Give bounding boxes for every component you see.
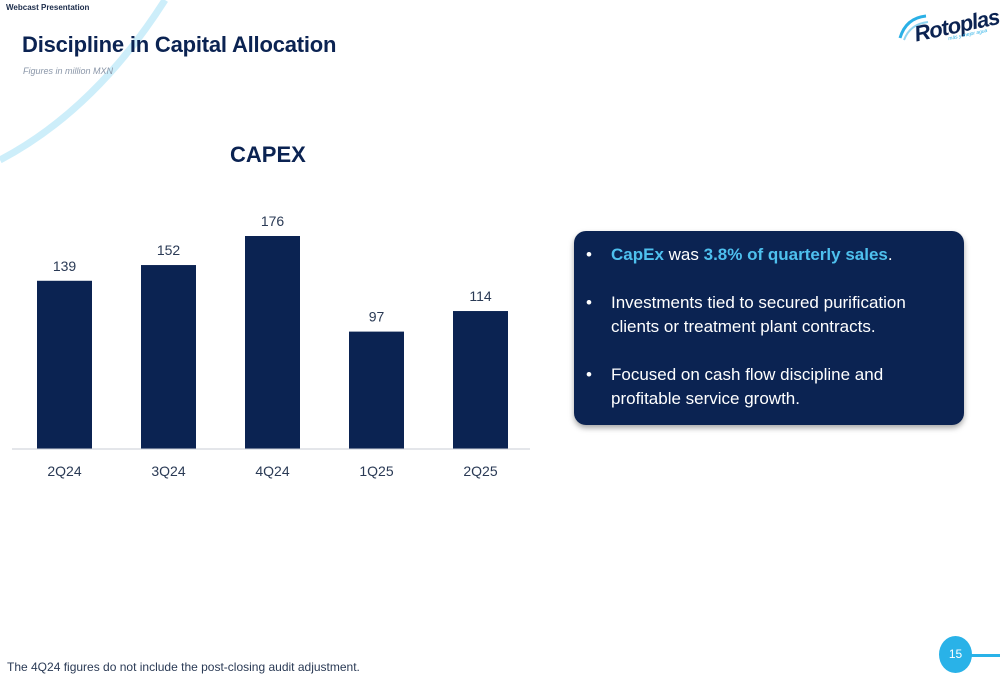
sales-share-highlight: 3.8% of quarterly sales [703, 245, 888, 264]
callout-bullet-3: • Focused on cash flow discipline and pr… [586, 363, 950, 411]
x-tick-label-2q25: 2Q25 [463, 463, 497, 479]
bar-2q25 [453, 311, 508, 449]
page-title: Discipline in Capital Allocation [22, 32, 337, 57]
chart-title: CAPEX [230, 142, 306, 167]
x-tick-label-2q24: 2Q24 [47, 463, 81, 479]
data-label-3q24: 152 [157, 242, 181, 258]
bullet-1-end: . [887, 245, 893, 264]
bullet-2-text: Investments tied to secured purification… [611, 293, 906, 336]
bar-2q24 [37, 280, 92, 449]
bullet-1-text: was [663, 245, 704, 264]
capex-highlight: CapEx [611, 245, 664, 264]
bar-1q25 [349, 331, 404, 449]
page-number: 15 [939, 636, 972, 673]
bar-3q24 [141, 265, 196, 449]
x-tick-label-4q24: 4Q24 [255, 463, 289, 479]
bullet-icon: • [586, 293, 592, 312]
data-label-1q25: 97 [369, 309, 385, 325]
wave-mark-icon [898, 14, 929, 41]
key-points-callout: • CapEx was 3.8% of quarterly sales. • I… [574, 231, 964, 425]
bullet-icon: • [586, 245, 592, 264]
x-tick-label-1q25: 1Q25 [359, 463, 393, 479]
logo-wordmark: Rotoplas [912, 4, 1000, 47]
data-label-2q25: 114 [469, 288, 492, 304]
footnote: The 4Q24 figures do not include the post… [7, 660, 360, 674]
page-number-line [970, 654, 1000, 657]
x-tick-label-3q24: 3Q24 [151, 463, 185, 479]
bullet-3-text: Focused on cash flow discipline and prof… [611, 365, 884, 408]
presentation-label: Webcast Presentation [6, 3, 90, 12]
decorative-arc [0, 0, 168, 164]
callout-bullet-2: • Investments tied to secured purificati… [586, 291, 950, 339]
data-label-2q24: 139 [53, 258, 77, 274]
callout-bullet-1: • CapEx was 3.8% of quarterly sales. [586, 243, 950, 267]
page-subtitle: Figures in million MXN [23, 66, 114, 76]
bar-4q24 [245, 236, 300, 449]
bullet-icon: • [586, 365, 592, 384]
capex-bar-chart: 139 2Q24 152 3Q24 176 4Q24 97 1Q25 114 2Q25 [12, 213, 530, 479]
rotoplas-logo: Rotoplas más y mejor agua [894, 4, 1000, 58]
data-label-4q24: 176 [261, 213, 285, 229]
